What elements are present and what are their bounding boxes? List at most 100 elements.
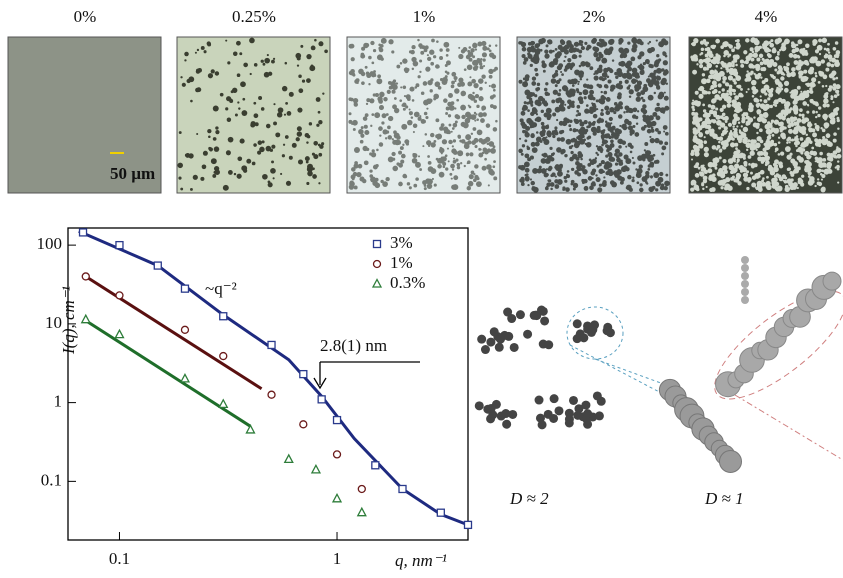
particle <box>422 81 428 86</box>
particle <box>563 175 568 180</box>
schematic-label: D ≈ 2 <box>509 489 549 508</box>
particle <box>429 89 433 93</box>
particle <box>729 187 732 191</box>
particle <box>563 117 569 123</box>
particle <box>481 107 485 111</box>
particle <box>411 44 416 50</box>
particle <box>608 116 613 122</box>
particle <box>706 50 713 56</box>
particle <box>646 61 650 65</box>
particle <box>488 44 492 48</box>
particle <box>192 174 198 180</box>
particle <box>712 133 718 140</box>
particle <box>313 154 319 160</box>
particle <box>692 99 695 102</box>
legend-marker <box>372 259 382 269</box>
particle <box>544 53 550 59</box>
particle <box>570 150 574 155</box>
particle <box>241 110 248 116</box>
particle <box>316 123 320 127</box>
particle <box>387 135 393 140</box>
particle <box>587 176 593 181</box>
particle <box>450 177 453 180</box>
particle <box>243 62 248 68</box>
particle <box>606 161 610 165</box>
particle <box>360 126 364 130</box>
particle <box>799 92 805 99</box>
particle <box>572 153 578 160</box>
particle <box>430 61 435 66</box>
legend-label: 1% <box>390 253 413 272</box>
particle <box>733 115 739 121</box>
particle <box>731 48 735 53</box>
particle <box>564 414 574 424</box>
particle <box>460 104 466 111</box>
particle <box>753 72 756 76</box>
particle <box>246 158 252 164</box>
particle <box>703 67 707 71</box>
particle <box>627 142 633 148</box>
particle <box>319 144 324 149</box>
particle <box>560 40 566 46</box>
particle <box>212 174 217 178</box>
particle <box>518 41 522 45</box>
particle <box>531 76 537 81</box>
particle <box>372 164 378 170</box>
particle <box>808 127 812 131</box>
particle <box>750 139 755 145</box>
particle <box>554 184 560 189</box>
particle <box>461 114 466 120</box>
particle <box>752 52 758 58</box>
particle <box>315 97 321 102</box>
particle <box>801 148 806 152</box>
particle <box>415 161 421 168</box>
particle <box>483 149 489 155</box>
particle <box>391 89 396 94</box>
particle <box>431 177 434 181</box>
particle <box>554 131 559 136</box>
particle <box>636 80 643 86</box>
particle <box>426 140 432 146</box>
particle <box>401 123 408 130</box>
particle <box>714 94 720 100</box>
particle <box>748 63 754 69</box>
particle <box>814 160 817 163</box>
particle <box>194 51 197 54</box>
particle <box>584 41 588 45</box>
particle <box>392 139 398 145</box>
particle <box>595 174 598 177</box>
data-point <box>180 284 190 293</box>
particle <box>715 65 719 68</box>
particle <box>749 47 754 52</box>
particle <box>797 39 803 45</box>
particle <box>790 116 794 121</box>
fit-line <box>84 275 263 391</box>
particle <box>277 107 284 114</box>
particle <box>648 40 652 44</box>
particle <box>661 68 665 72</box>
particle <box>485 136 491 142</box>
particle <box>645 170 650 176</box>
particle <box>419 70 422 74</box>
particle <box>748 104 753 109</box>
particle <box>662 51 667 57</box>
fit-line <box>84 319 252 428</box>
particle <box>786 120 791 124</box>
particle <box>447 101 453 107</box>
particle <box>827 87 832 92</box>
particle <box>723 139 729 146</box>
particle <box>597 187 603 193</box>
particle <box>418 155 421 158</box>
legend-label: 0.3% <box>390 273 425 292</box>
particle <box>534 99 541 106</box>
particle <box>825 133 831 139</box>
y-tick-label: 100 <box>37 234 63 253</box>
particle <box>691 105 695 109</box>
particle <box>693 38 699 44</box>
particle <box>704 124 709 129</box>
particle <box>605 110 611 116</box>
particle <box>703 152 709 158</box>
particle <box>718 70 725 77</box>
particle <box>654 128 659 132</box>
particle <box>618 80 623 85</box>
